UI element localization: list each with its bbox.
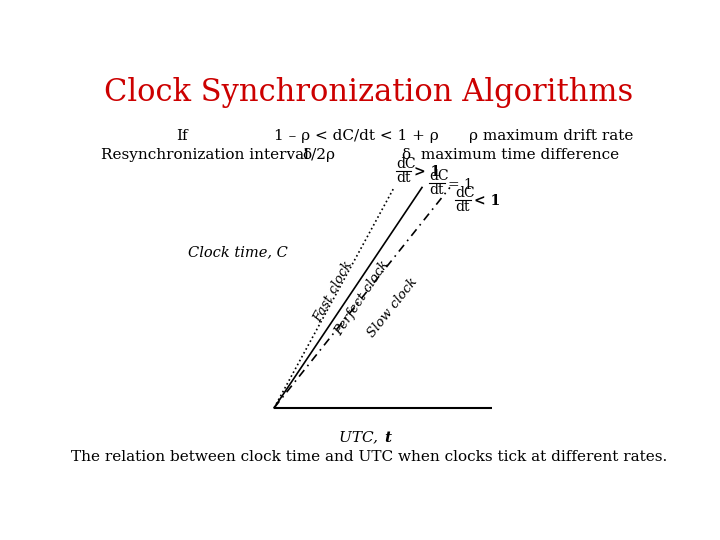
- Text: Clock time, C: Clock time, C: [188, 245, 287, 259]
- Text: Slow clock: Slow clock: [365, 276, 420, 340]
- Text: Perfect clock: Perfect clock: [332, 258, 392, 338]
- Text: < 1: < 1: [474, 194, 500, 208]
- Text: Fast clock: Fast clock: [311, 259, 354, 324]
- Text: dC: dC: [396, 157, 415, 171]
- Text: dt: dt: [456, 200, 470, 214]
- Text: Clock Synchronization Algorithms: Clock Synchronization Algorithms: [104, 77, 634, 109]
- Text: = 1: = 1: [448, 178, 472, 192]
- Text: t: t: [384, 431, 391, 445]
- Text: The relation between clock time and UTC when clocks tick at different rates.: The relation between clock time and UTC …: [71, 450, 667, 464]
- Text: dt: dt: [429, 183, 444, 197]
- Text: UTC,: UTC,: [339, 431, 383, 445]
- Text: δ/2ρ: δ/2ρ: [302, 148, 335, 162]
- Text: dC: dC: [456, 186, 475, 200]
- Text: 1 – ρ < dC/dt < 1 + ρ: 1 – ρ < dC/dt < 1 + ρ: [274, 129, 439, 143]
- Text: δ  maximum time difference: δ maximum time difference: [402, 148, 620, 162]
- Text: Resynchronization interval: Resynchronization interval: [101, 148, 309, 162]
- Text: dC: dC: [429, 170, 449, 183]
- Text: dt: dt: [396, 171, 410, 185]
- Text: > 1: > 1: [414, 165, 441, 179]
- Text: If: If: [176, 129, 188, 143]
- Text: ρ maximum drift rate: ρ maximum drift rate: [469, 129, 634, 143]
